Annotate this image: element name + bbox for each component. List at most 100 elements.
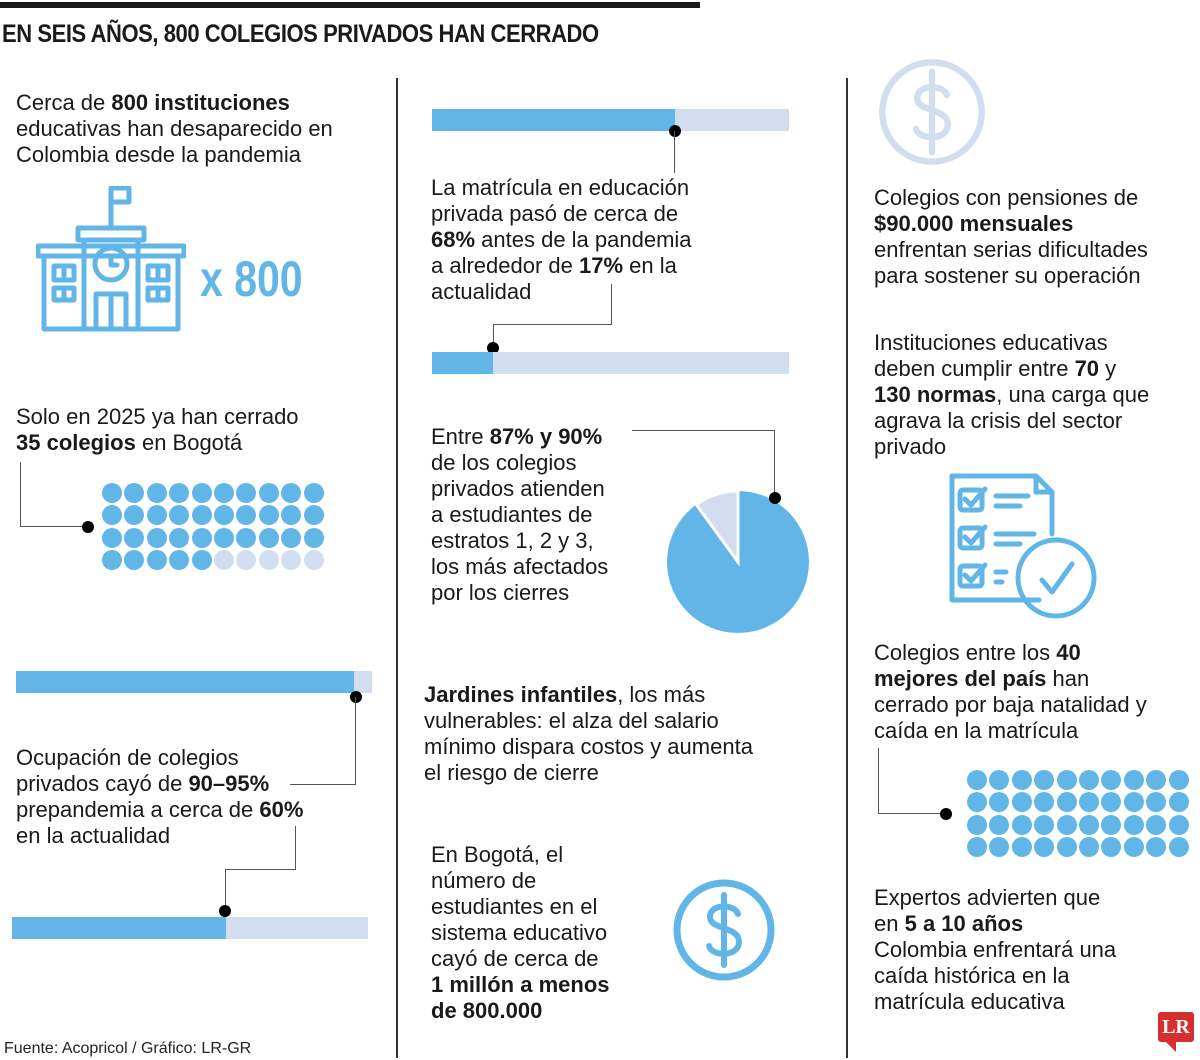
lr-logo: LR bbox=[1158, 1012, 1194, 1042]
pictogram-dot bbox=[1011, 814, 1032, 835]
pictogram-dot bbox=[169, 483, 190, 503]
pictogram-dot bbox=[1056, 837, 1077, 858]
stat-bogota-students: En Bogotá, el número de estudiantes en e… bbox=[431, 842, 610, 1023]
stat-forecast: Expertos advierten que en 5 a 10 años Co… bbox=[874, 885, 1117, 1014]
pictogram-dot bbox=[1146, 837, 1167, 858]
pie-chart-estratos bbox=[667, 490, 809, 633]
pictogram-dot bbox=[124, 527, 145, 548]
pictogram-dot bbox=[1146, 770, 1167, 790]
pictogram-dot bbox=[146, 505, 167, 526]
pictogram-dot bbox=[1011, 837, 1032, 858]
pictogram-dot bbox=[1078, 814, 1099, 835]
pictogram-dot bbox=[1123, 814, 1144, 835]
pictogram-dot bbox=[169, 527, 190, 548]
pictogram-dot bbox=[213, 527, 234, 548]
pictogram-dot bbox=[1101, 837, 1122, 858]
column-divider bbox=[846, 78, 848, 1058]
leader-line bbox=[290, 784, 356, 785]
leader-line bbox=[674, 131, 675, 173]
pictogram-dot bbox=[102, 483, 122, 503]
pictogram-dot bbox=[1078, 792, 1099, 813]
pictogram-dot bbox=[258, 505, 279, 526]
pictogram-dot bbox=[1101, 792, 1122, 813]
pictogram-dot bbox=[258, 550, 279, 571]
leader-dot bbox=[769, 492, 781, 504]
pictogram-dot bbox=[303, 550, 324, 571]
stat-top40: Colegios entre los 40 mejores del país h… bbox=[874, 640, 1147, 743]
pictogram-dot bbox=[191, 550, 212, 571]
pictogram-dot bbox=[124, 505, 145, 526]
pictogram-dot bbox=[1168, 770, 1189, 790]
pictogram-dot bbox=[281, 483, 302, 503]
stat-institutions: Cerca de 800 instituciones educativas ha… bbox=[16, 90, 333, 167]
leader-line bbox=[774, 430, 775, 496]
pictogram-dot bbox=[989, 814, 1010, 835]
lr-logo-tail bbox=[1166, 1042, 1176, 1052]
stat-normas: Instituciones educativas deben cumplir e… bbox=[874, 330, 1150, 459]
page-title: EN SEIS AÑOS, 800 COLEGIOS PRIVADOS HAN … bbox=[2, 20, 599, 48]
bar-fill bbox=[12, 917, 226, 939]
pictogram-dot bbox=[989, 837, 1010, 858]
leader-dot bbox=[940, 808, 952, 820]
leader-line bbox=[493, 324, 612, 325]
pictogram-dot bbox=[967, 770, 987, 790]
pictogram-dot bbox=[1056, 770, 1077, 790]
top-rule bbox=[0, 2, 700, 8]
pictogram-dot bbox=[1123, 770, 1144, 790]
pictogram-dot bbox=[1078, 770, 1099, 790]
pictogram-dot bbox=[146, 527, 167, 548]
pictogram-dot bbox=[124, 550, 145, 571]
leader-dot bbox=[487, 342, 499, 354]
leader-line bbox=[20, 462, 21, 527]
leader-line bbox=[493, 324, 494, 348]
pictogram-dot bbox=[967, 792, 987, 813]
enrollment-bar-before bbox=[432, 109, 789, 131]
pictogram-dot bbox=[146, 550, 167, 571]
pictogram-40-of-40 bbox=[967, 770, 1189, 858]
pictogram-dot bbox=[1101, 770, 1122, 790]
leader-line bbox=[225, 869, 296, 870]
leader-dot bbox=[350, 691, 362, 703]
stat-enrollment: La matrícula en educación privada pasó d… bbox=[431, 175, 692, 304]
pictogram-dot bbox=[191, 483, 212, 503]
pictogram-dot bbox=[281, 550, 302, 571]
leader-line bbox=[878, 748, 879, 814]
pictogram-dot bbox=[281, 505, 302, 526]
pictogram-dot bbox=[236, 483, 257, 503]
pictogram-dot bbox=[1034, 814, 1055, 835]
leader-line bbox=[878, 813, 940, 814]
multiplier-label: x 800 bbox=[200, 251, 303, 307]
column-divider bbox=[396, 78, 398, 1058]
pictogram-dot bbox=[1123, 837, 1144, 858]
pictogram-dot bbox=[967, 837, 987, 858]
pictogram-dot bbox=[236, 527, 257, 548]
pictogram-dot bbox=[281, 527, 302, 548]
stat-estratos: Entre 87% y 90% de los colegios privados… bbox=[431, 424, 609, 605]
pictogram-dot bbox=[213, 550, 234, 571]
pictogram-dot bbox=[1078, 837, 1099, 858]
pictogram-dot bbox=[236, 550, 257, 571]
pictogram-dot bbox=[303, 527, 324, 548]
bar-fill bbox=[16, 671, 355, 693]
pictogram-dot bbox=[1101, 814, 1122, 835]
leader-dot bbox=[82, 521, 94, 533]
pictogram-dot bbox=[303, 505, 324, 526]
pictogram-dot bbox=[102, 505, 122, 526]
stat-jardines: Jardines infantiles, los más vulnerables… bbox=[424, 682, 753, 785]
pictogram-dot bbox=[1011, 792, 1032, 813]
stat-pensiones: Colegios con pensiones de $90.000 mensua… bbox=[874, 185, 1148, 288]
source-credit: Fuente: Acopricol / Gráfico: LR-GR bbox=[4, 1040, 252, 1057]
stat-bogota-closures: Solo en 2025 ya han cerrado 35 colegios … bbox=[16, 404, 299, 455]
leader-dot bbox=[219, 905, 231, 917]
pictogram-35-of-40 bbox=[102, 483, 324, 571]
pictogram-dot bbox=[258, 527, 279, 548]
leader-line bbox=[225, 869, 226, 909]
leader-line bbox=[632, 430, 775, 431]
dollar-coin-icon bbox=[879, 59, 985, 165]
pictogram-dot bbox=[169, 550, 190, 571]
pictogram-dot bbox=[258, 483, 279, 503]
occupancy-bar-before bbox=[16, 671, 372, 693]
pictogram-dot bbox=[303, 483, 324, 503]
checklist-document-icon bbox=[949, 473, 1097, 619]
pictogram-dot bbox=[1146, 814, 1167, 835]
